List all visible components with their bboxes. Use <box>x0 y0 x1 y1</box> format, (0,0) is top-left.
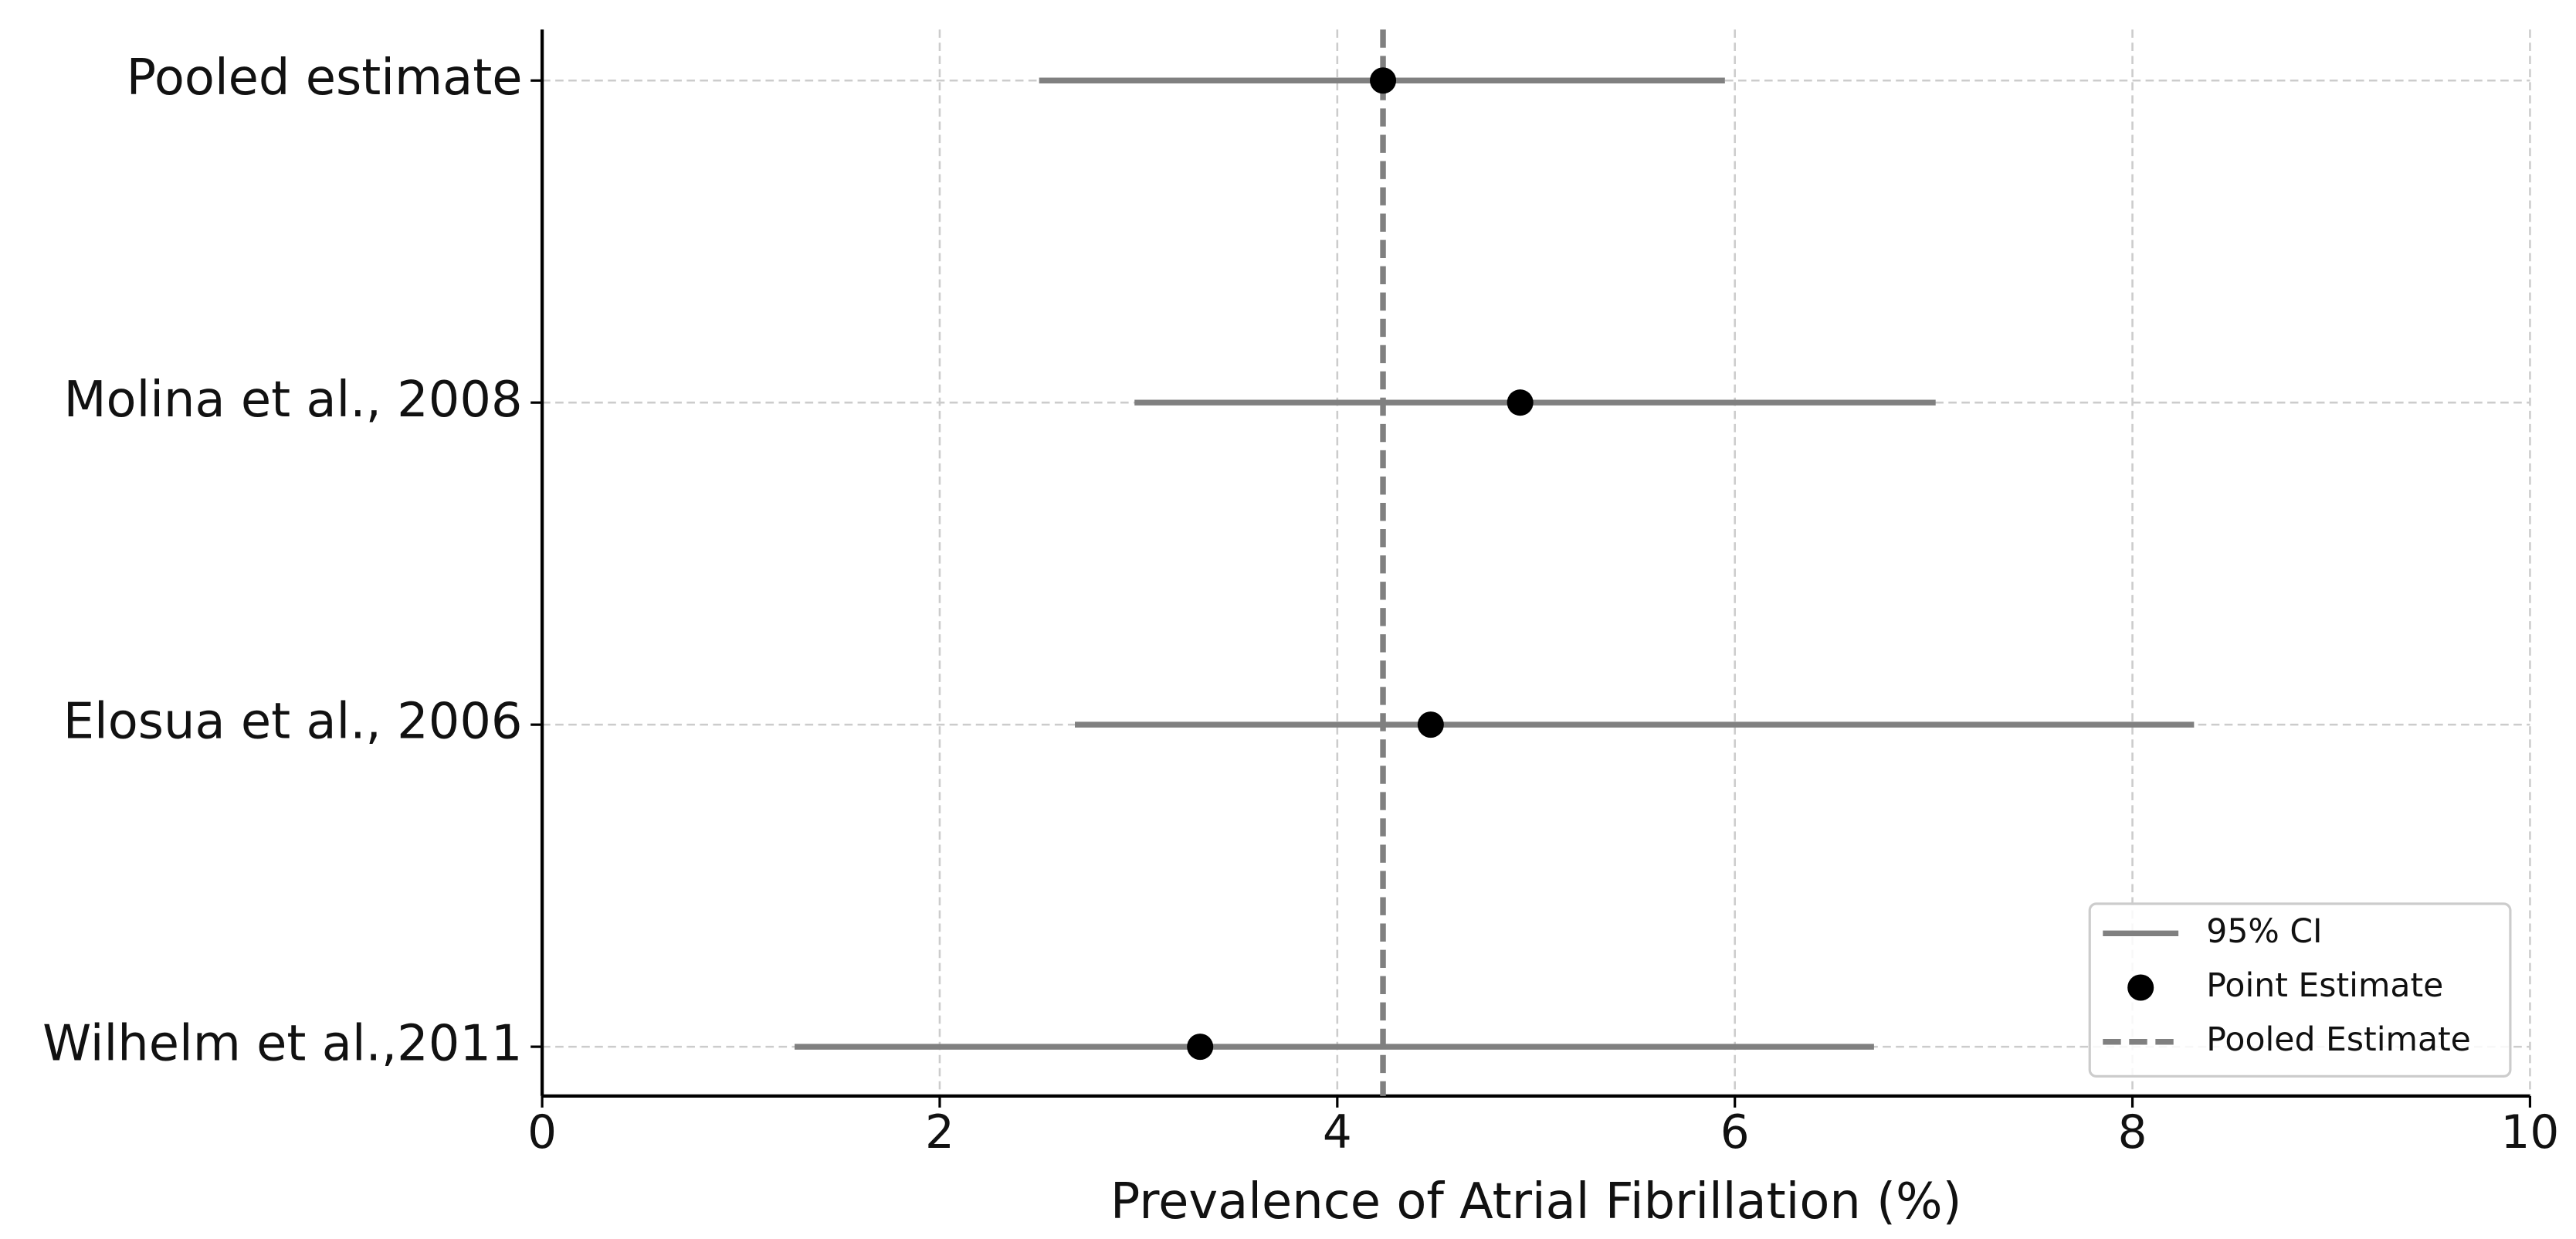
y-tick-label: Wilhelm et al.,2011 <box>42 1016 522 1073</box>
y-tick-label: Elosua et al., 2006 <box>63 694 523 751</box>
point-estimate <box>1187 1034 1214 1061</box>
y-tick-label: Pooled estimate <box>127 49 523 107</box>
x-tick-label: 6 <box>1720 1106 1750 1159</box>
point-estimate <box>1417 711 1444 738</box>
point-estimate <box>1507 389 1534 416</box>
legend: 95% CI Point Estimate Pooled Estimate <box>2088 902 2512 1078</box>
legend-label: 95% CI <box>2206 913 2322 951</box>
x-axis-label: Prevalence of Atrial Fibrillation (%) <box>1110 1173 1962 1231</box>
legend-box <box>2088 902 2512 1078</box>
x-tick-label: 4 <box>1323 1106 1352 1159</box>
legend-label: Point Estimate <box>2206 967 2443 1005</box>
point-estimate <box>1370 67 1397 94</box>
y-tick-label: Molina et al., 2008 <box>63 372 522 429</box>
x-tick-label: 2 <box>925 1106 954 1159</box>
legend-swatch <box>2127 974 2154 1001</box>
x-tick-label: 8 <box>2118 1106 2147 1159</box>
legend-label: Pooled Estimate <box>2206 1021 2471 1059</box>
x-tick-label: 10 <box>2501 1106 2560 1159</box>
x-tick-label: 0 <box>527 1106 557 1159</box>
